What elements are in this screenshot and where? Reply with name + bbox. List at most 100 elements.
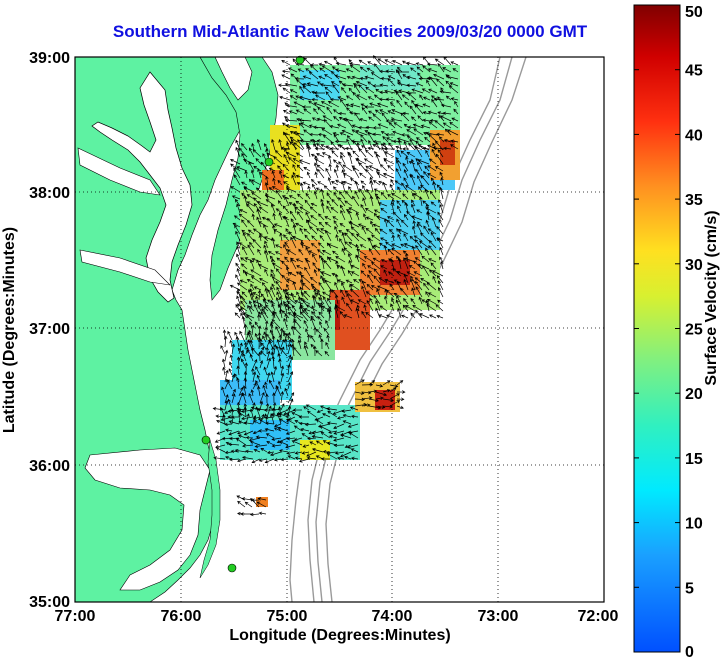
velocity-arrow xyxy=(300,304,309,315)
velocity-arrow xyxy=(358,148,367,158)
colorbar-tick-label: 5 xyxy=(685,580,694,597)
velocity-arrow xyxy=(273,223,283,228)
velocity-arrow xyxy=(339,204,346,214)
velocity-arrow xyxy=(417,159,430,165)
velocity-arrow xyxy=(313,125,326,130)
velocity-arrow xyxy=(303,406,310,411)
velocity-arrow xyxy=(372,245,381,256)
velocity-arrow xyxy=(309,226,318,235)
velocity-arrow xyxy=(271,355,275,369)
velocity-arrow xyxy=(306,171,311,179)
velocity-arrow xyxy=(252,300,262,305)
velocity-arrow xyxy=(372,113,382,122)
velocity-arrow xyxy=(264,458,275,464)
velocity-arrow xyxy=(413,260,423,270)
velocity-arrow xyxy=(373,63,382,73)
velocity-arrow xyxy=(404,101,410,108)
velocity-arrow xyxy=(278,170,283,179)
velocity-arrow xyxy=(323,296,330,308)
velocity-arrow xyxy=(374,109,382,115)
velocity-arrow xyxy=(420,124,431,129)
velocity-arrow xyxy=(344,241,353,249)
velocity-arrow xyxy=(302,85,312,94)
velocity-arrow xyxy=(406,135,417,143)
velocity-arrow xyxy=(374,227,381,235)
velocity-arrow xyxy=(344,200,353,207)
velocity-arrow xyxy=(246,279,255,284)
velocity-arrow xyxy=(341,129,354,136)
velocity-arrow xyxy=(413,235,423,242)
velocity-arrow xyxy=(435,304,444,312)
velocity-arrow xyxy=(226,378,233,390)
velocity-arrow xyxy=(337,96,347,101)
velocity-arrow xyxy=(259,392,265,404)
velocity-arrow xyxy=(326,407,338,411)
velocity-arrow xyxy=(323,60,333,66)
velocity-arrow xyxy=(318,75,326,80)
velocity-arrow xyxy=(386,289,395,298)
velocity-arrow xyxy=(292,408,303,412)
velocity-arrow xyxy=(282,87,291,94)
velocity-arrow xyxy=(234,224,241,235)
velocity-arrow xyxy=(396,295,402,305)
velocity-arrow xyxy=(380,76,389,81)
velocity-arrow xyxy=(403,278,409,291)
velocity-arrow xyxy=(313,91,326,95)
velocity-arrow xyxy=(349,62,361,66)
velocity-arrow xyxy=(308,100,319,108)
velocity-arrow xyxy=(239,279,248,284)
velocity-arrow xyxy=(390,117,403,122)
velocity-arrow xyxy=(270,203,276,214)
velocity-arrow xyxy=(382,135,389,143)
velocity-arrow xyxy=(263,249,269,263)
velocity-arrow xyxy=(275,189,283,200)
velocity-arrow xyxy=(236,166,248,172)
velocity-arrow xyxy=(275,208,283,214)
velocity-arrow xyxy=(252,430,261,435)
velocity-arrow xyxy=(262,384,268,397)
velocity-arrow xyxy=(255,295,260,308)
velocity-arrow xyxy=(285,124,298,129)
velocity-arrow xyxy=(437,63,445,73)
velocity-arrow xyxy=(242,312,255,319)
velocity-arrow xyxy=(330,207,339,214)
y-tick-label: 35:00 xyxy=(29,594,70,611)
velocity-arrow xyxy=(437,111,445,115)
velocity-arrow xyxy=(286,418,296,425)
velocity-arrow xyxy=(355,130,368,136)
velocity-arrow xyxy=(373,209,381,214)
velocity-arrow xyxy=(283,409,296,416)
velocity-arrow xyxy=(439,203,444,214)
velocity-arrow xyxy=(281,60,291,66)
velocity-arrow xyxy=(428,258,437,263)
velocity-arrow xyxy=(265,304,274,315)
velocity-arrow xyxy=(231,388,236,397)
velocity-arrow xyxy=(334,294,339,305)
velocity-arrow xyxy=(286,436,296,441)
velocity-arrow xyxy=(318,297,325,305)
velocity-arrow xyxy=(242,444,254,448)
velocity-arrow xyxy=(338,197,346,207)
velocity-arrow xyxy=(348,207,360,214)
velocity-arrow xyxy=(378,314,388,319)
velocity-arrow xyxy=(241,229,248,235)
velocity-arrow xyxy=(236,295,241,305)
velocity-arrow xyxy=(345,228,353,235)
velocity-arrow xyxy=(403,169,409,179)
velocity-arrow xyxy=(409,278,416,291)
velocity-arrow xyxy=(274,251,283,256)
velocity-arrow xyxy=(296,181,304,186)
velocity-arrow xyxy=(395,91,403,101)
velocity-arrow xyxy=(255,158,262,165)
velocity-arrow xyxy=(320,457,331,461)
colorbar-tick-label: 0 xyxy=(685,644,694,659)
velocity-arrow xyxy=(242,246,248,256)
velocity-arrow xyxy=(225,428,233,432)
velocity-arrow xyxy=(391,247,402,256)
velocity-arrow xyxy=(250,283,255,291)
velocity-arrow xyxy=(323,327,330,336)
velocity-arrow xyxy=(350,271,360,277)
velocity-arrow xyxy=(367,96,375,101)
velocity-arrow xyxy=(302,181,311,186)
velocity-arrow xyxy=(379,83,389,87)
